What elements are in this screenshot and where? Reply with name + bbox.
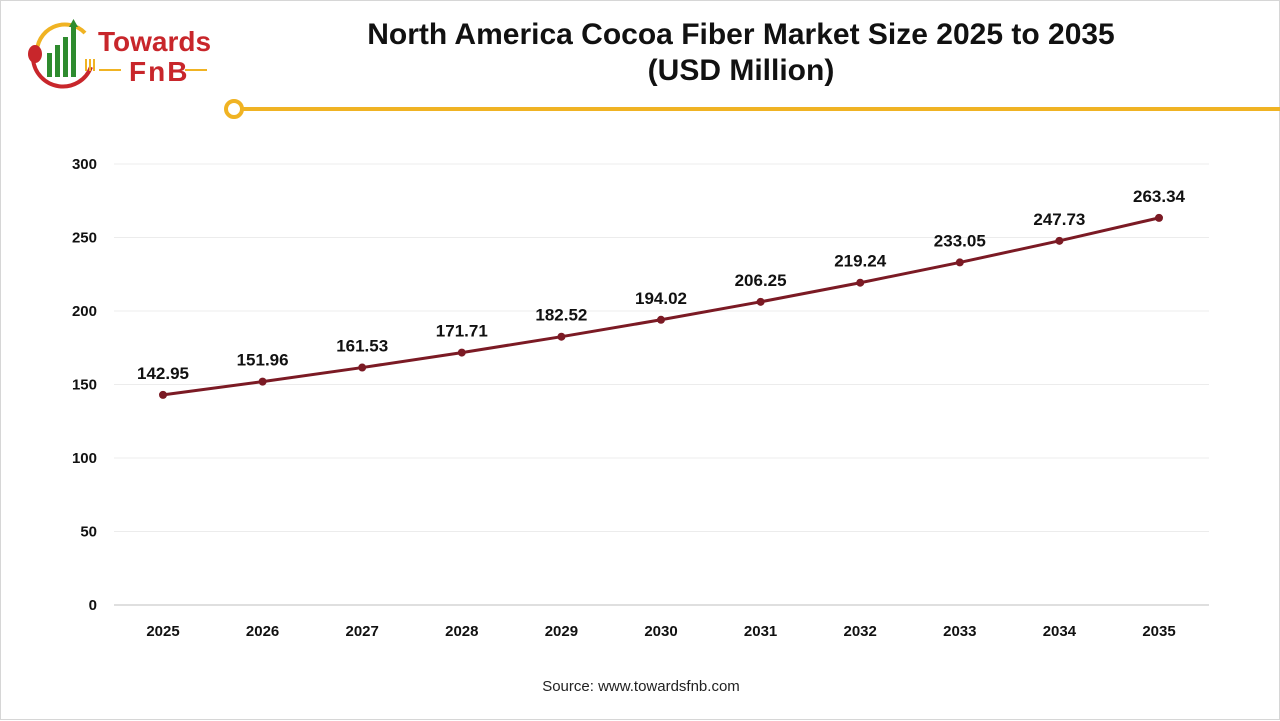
data-point (1055, 236, 1064, 245)
x-tick-label: 2029 (545, 623, 578, 640)
data-point (955, 258, 964, 267)
data-point (756, 297, 765, 306)
data-point (457, 348, 466, 357)
data-label: 142.95 (137, 364, 189, 383)
logo (25, 19, 105, 94)
x-tick-label: 2031 (744, 623, 777, 640)
y-tick-label: 50 (80, 524, 97, 541)
y-tick-label: 200 (72, 303, 97, 320)
data-label: 161.53 (336, 337, 388, 356)
logo-text-fnb: FnB (129, 56, 190, 87)
data-label: 182.52 (535, 306, 587, 325)
data-label: 151.96 (237, 351, 289, 370)
x-tick-label: 2028 (445, 623, 478, 640)
title-line-1: North America Cocoa Fiber Market Size 20… (367, 18, 1115, 51)
x-tick-label: 2033 (943, 623, 976, 640)
x-tick-label: 2025 (146, 623, 179, 640)
chart-title: North America Cocoa Fiber Market Size 20… (281, 17, 1201, 89)
data-point (159, 390, 167, 399)
data-point (358, 363, 367, 372)
data-point (657, 315, 665, 324)
data-label: 263.34 (1133, 187, 1186, 206)
data-point (1155, 213, 1163, 222)
x-tick-label: 2035 (1142, 623, 1175, 640)
x-tick-label: 2034 (1043, 623, 1077, 640)
x-tick-label: 2027 (346, 623, 379, 640)
data-label: 247.73 (1033, 210, 1085, 229)
data-label: 206.25 (735, 271, 787, 290)
x-tick-label: 2032 (844, 623, 877, 640)
data-label: 171.71 (436, 322, 488, 341)
data-point (557, 332, 566, 341)
data-label: 194.02 (635, 289, 687, 308)
data-label: 219.24 (834, 252, 887, 271)
logo-icon (28, 19, 95, 89)
y-tick-label: 150 (72, 377, 97, 394)
data-point (258, 377, 267, 386)
y-tick-label: 100 (72, 450, 97, 467)
x-tick-label: 2026 (246, 623, 279, 640)
y-tick-label: 250 (72, 230, 97, 247)
source-note: Source: www.towardsfnb.com (542, 678, 740, 695)
title-line-2: (USD Million) (647, 54, 835, 87)
data-label: 233.05 (934, 231, 986, 250)
y-tick-label: 0 (89, 597, 97, 614)
data-point (856, 278, 865, 287)
x-tick-label: 2030 (644, 623, 677, 640)
y-tick-label: 300 (72, 156, 97, 173)
logo-text: Towards (98, 26, 212, 57)
